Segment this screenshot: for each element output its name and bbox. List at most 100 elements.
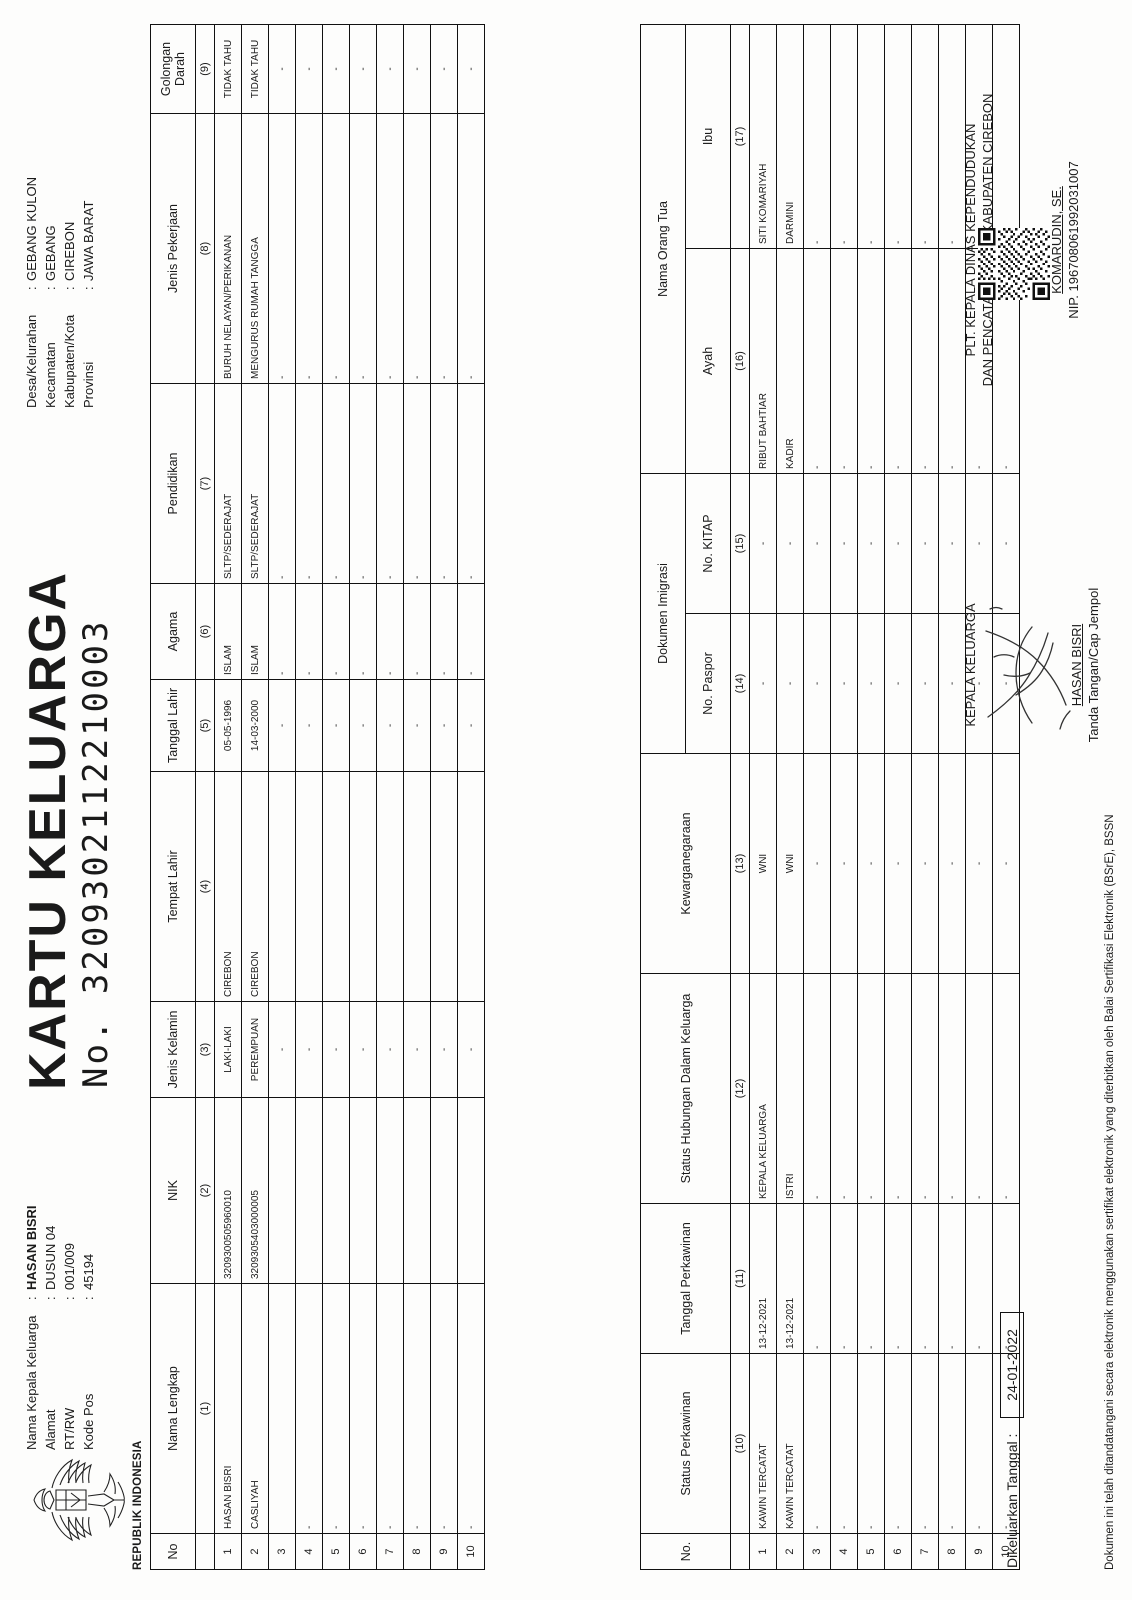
header-left-value: DUSUN 04 — [43, 1225, 58, 1290]
t2-cell-kitap: - — [884, 473, 912, 614]
t1-cell-pekerjaan: - — [376, 113, 404, 384]
t1-cell-tanggal_lahir: - — [430, 679, 458, 772]
t1-cell-pekerjaan: - — [457, 113, 485, 384]
t1-colnum-9: (9) — [195, 24, 215, 114]
t2-cell-no: 1 — [749, 1533, 777, 1570]
t1-header-3: Jenis Kelamin — [150, 1001, 196, 1098]
t1-header-6: Agama — [150, 583, 196, 680]
t2-cell-tgl_kawin: 13-12-2021 — [749, 1203, 777, 1354]
official-title-line1: PLT. KEPALA DINAS KEPENDUDUKAN — [963, 123, 978, 357]
t1-cell-tanggal_lahir: - — [268, 679, 296, 772]
t2-cell-tgl_kawin: - — [884, 1203, 912, 1354]
issue-date-value: 24-01-2022 — [1000, 1312, 1024, 1418]
t1-colnum-5: (5) — [195, 679, 215, 772]
header-left-block: Nama Kepala Keluarga: HASAN BISRI Alamat: D… — [22, 1205, 98, 1450]
t2-cell-no: 2 — [776, 1533, 804, 1570]
t2-cell-ibu: DARMINI — [776, 24, 804, 249]
table-row: 1 HASAN BISRI 3209300505960010 LAKI-LAKI CIR… — [214, 24, 242, 1570]
table-row: 4-------- — [830, 24, 858, 1570]
t2-cell-no: 3 — [803, 1533, 831, 1570]
t2-cell-no: 6 — [884, 1533, 912, 1570]
t1-cell-agama: - — [349, 583, 377, 680]
t2-cell-kitap: - — [830, 473, 858, 614]
header-left-value: 45194 — [81, 1253, 96, 1290]
official-name: KOMARUDIN, SE. — [1049, 186, 1064, 294]
t1-cell-nik — [268, 1097, 296, 1284]
header-left-separator: : — [62, 1296, 77, 1300]
t1-cell-nama: - — [349, 1283, 377, 1534]
t2-cell-tgl_kawin: - — [938, 1203, 966, 1354]
table-row: 3-------- — [803, 24, 831, 1570]
t2-cell-hubungan: - — [830, 973, 858, 1204]
t2-header-ayah: Ayah — [685, 248, 731, 474]
header-right-label: Kecamatan — [43, 342, 58, 408]
t2-cell-no: 7 — [911, 1533, 939, 1570]
t1-cell-tanggal_lahir: 05-05-1996 — [214, 679, 242, 772]
table-row: 7------- — [376, 24, 404, 1570]
t2-cell-status_kawin: - — [884, 1353, 912, 1534]
header-left-value: 001/009 — [62, 1243, 77, 1290]
t2-cell-status_kawin: - — [857, 1353, 885, 1534]
t2-cell-hubungan: - — [911, 973, 939, 1204]
header-right-separator: : — [43, 286, 58, 290]
t2-cell-warga: WNI — [749, 753, 777, 974]
t2-colnum-4: (13) — [730, 753, 750, 974]
t2-colnum-8: (17) — [730, 24, 750, 249]
t1-cell-pendidikan: - — [268, 383, 296, 584]
t1-cell-no: 7 — [376, 1533, 404, 1570]
t1-cell-goldar: - — [430, 24, 458, 114]
header-left-row: RT/RW: 001/009 — [60, 1205, 79, 1450]
t2-cell-hubungan: ISTRI — [776, 973, 804, 1204]
t2-header-tanggal-perkawinan: Tanggal Perkawinan — [640, 1203, 731, 1354]
t2-cell-kitap: - — [749, 473, 777, 614]
t1-cell-jk: - — [268, 1001, 296, 1098]
header-right-label: Desa/Kelurahan — [24, 314, 39, 408]
t2-cell-warga: - — [884, 753, 912, 974]
t2-cell-status_kawin: - — [911, 1353, 939, 1534]
header-right-value: GEBANG KULON — [24, 176, 39, 281]
t2-cell-status_kawin: - — [965, 1353, 993, 1534]
t1-cell-goldar: - — [322, 24, 350, 114]
header-left-value: HASAN BISRI — [24, 1205, 39, 1290]
t1-cell-jk: - — [430, 1001, 458, 1098]
t1-cell-nama: HASAN BISRI — [214, 1283, 242, 1534]
t2-cell-ayah: - — [911, 248, 939, 474]
t1-cell-agama: - — [376, 583, 404, 680]
t1-cell-jk: - — [322, 1001, 350, 1098]
t2-cell-warga: - — [965, 753, 993, 974]
t1-cell-pekerjaan: - — [349, 113, 377, 384]
kk-number: No. 3209302112210003 — [76, 619, 116, 1088]
table-row: 2 CASLIYAH 3209305403000005 PEREMPUAN CIREBO… — [241, 24, 269, 1570]
t1-cell-pendidikan: - — [295, 383, 323, 584]
t2-cell-tgl_kawin: - — [911, 1203, 939, 1354]
t1-cell-pendidikan: - — [430, 383, 458, 584]
t2-cell-no: 4 — [830, 1533, 858, 1570]
t1-cell-tempat_lahir — [457, 771, 485, 1002]
t2-header-dokumen-imigrasi: Dokumen Imigrasi — [640, 473, 686, 754]
t1-cell-nik — [457, 1097, 485, 1284]
kk-number-value: 3209302112210003 — [76, 618, 116, 995]
t1-cell-jk: - — [349, 1001, 377, 1098]
t1-colnum-0 — [195, 1533, 215, 1570]
t2-cell-ayah: - — [803, 248, 831, 474]
t1-cell-tanggal_lahir: 14-03-2000 — [241, 679, 269, 772]
qr-code — [978, 228, 1050, 300]
t1-cell-tanggal_lahir: - — [295, 679, 323, 772]
t2-cell-warga: - — [938, 753, 966, 974]
header-right-value: GEBANG — [43, 225, 58, 281]
t1-cell-tanggal_lahir: - — [322, 679, 350, 772]
table-row: 3------ — [268, 24, 296, 1570]
t2-cell-kitap: - — [857, 473, 885, 614]
t2-cell-no: 5 — [857, 1533, 885, 1570]
family-head-signature-title: KEPALA KELUARGA — [963, 603, 978, 727]
family-members-table: No Nama Lengkap NIK Jenis Kelamin Tempat Lah… — [150, 24, 485, 1570]
header-left-label: Alamat — [43, 1409, 58, 1450]
t1-cell-agama: - — [322, 583, 350, 680]
t1-cell-nik — [376, 1097, 404, 1284]
republic-label: REPUBLIK INDONESIA — [132, 1440, 144, 1570]
table-row: 5-------- — [857, 24, 885, 1570]
t1-cell-jk: PEREMPUAN — [241, 1001, 269, 1098]
header-right-value: JAWA BARAT — [81, 200, 96, 281]
table-row: 10- - - - - - - — [457, 24, 485, 1570]
t2-cell-ibu: - — [857, 24, 885, 249]
